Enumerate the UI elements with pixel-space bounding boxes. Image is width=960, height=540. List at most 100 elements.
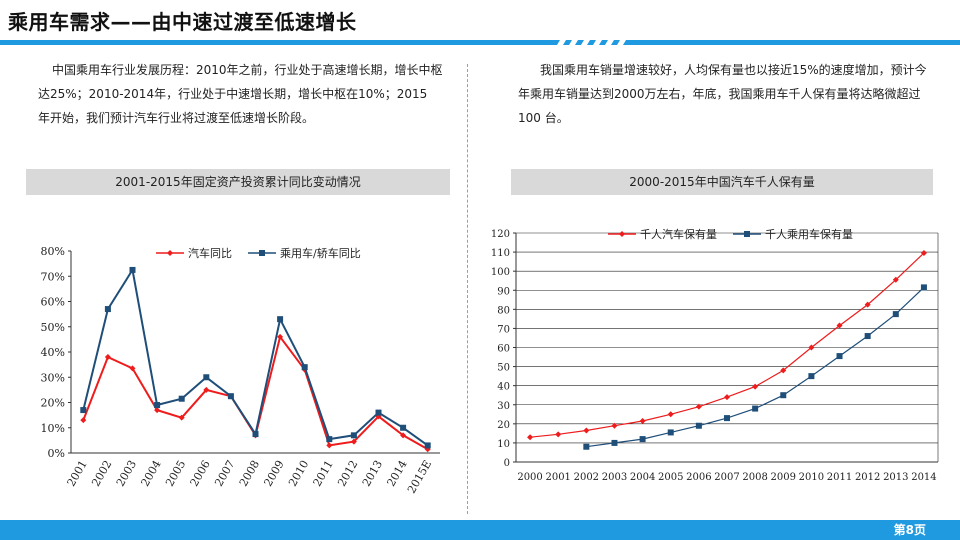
data-point [639, 436, 646, 443]
data-point [154, 407, 161, 414]
y-tick-label: 0% [48, 447, 65, 460]
data-point [277, 316, 284, 323]
y-tick-label: 60 [497, 344, 510, 355]
x-tick-label: 2000 [517, 472, 542, 483]
data-point [667, 411, 674, 418]
data-point [203, 374, 210, 381]
data-point [129, 266, 136, 273]
data-point [350, 438, 357, 445]
legend-marker [259, 250, 265, 256]
slide-title: 乘用车需求——由中速过渡至低速增长 [8, 10, 357, 34]
y-tick-label: 30% [41, 371, 65, 384]
data-point [920, 284, 927, 291]
data-point [920, 250, 927, 257]
x-tick-label: 2011 [827, 472, 852, 483]
x-tick-label: 2011 [311, 458, 336, 489]
y-tick-label: 70% [41, 270, 65, 283]
data-point [104, 306, 111, 313]
legend-marker [167, 250, 173, 256]
car-ownership-chart: 0 10 20 30 40 50 60 70 80 90 100 110 120 2000 2001 2002… [491, 227, 939, 483]
intro-paragraph-right: 我国乘用车销量增速较好，人均保有量也以接近15%的速度增加，预计今年乘用车销量达… [518, 63, 927, 125]
data-point [400, 432, 407, 439]
data-point [724, 415, 730, 422]
y-tick-label: 20% [41, 397, 65, 410]
data-point [400, 424, 407, 431]
data-point [724, 394, 730, 401]
page-number: 第8页 [893, 523, 926, 537]
x-tick-label: 2010 [799, 472, 824, 483]
x-tick-label: 2012 [335, 458, 360, 489]
x-tick-label: 2010 [286, 458, 311, 489]
legend-marker [619, 231, 625, 237]
data-point [892, 311, 899, 318]
x-tick-label: 2006 [188, 458, 213, 489]
data-point [583, 443, 590, 450]
y-tick-label: 20 [497, 420, 510, 431]
data-point [808, 373, 815, 380]
x-tick-label: 2002 [89, 458, 114, 489]
legend-label: 乘用车/轿车同比 [280, 246, 361, 260]
data-point [752, 383, 759, 390]
data-point [527, 434, 534, 441]
data-point [129, 365, 136, 372]
data-point [780, 367, 787, 374]
data-point [808, 344, 815, 351]
data-point [583, 427, 590, 434]
footer-bar [0, 520, 960, 540]
x-tick-label: 2001 [545, 472, 570, 483]
data-point [203, 386, 210, 393]
data-point [892, 276, 899, 283]
y-tick-label: 70 [497, 324, 510, 335]
caption-right-chart: 2000-2015年中国汽车千人保有量 [511, 169, 933, 195]
data-point [301, 364, 308, 371]
data-point [104, 354, 111, 361]
y-tick-label: 0 [504, 458, 510, 469]
y-tick-label: 40 [497, 382, 510, 393]
legend-label: 千人汽车保有量 [640, 227, 717, 241]
intro-paragraph-left: 中国乘用车行业发展历程：2010年之前，行业处于高速增长期，增长中枢达25%；2… [38, 63, 443, 125]
series-line [530, 252, 925, 438]
x-tick-label: 2006 [686, 472, 711, 483]
x-tick-label: 2009 [261, 458, 286, 489]
y-tick-label: 50% [41, 321, 65, 334]
x-tick-label: 2003 [602, 472, 627, 483]
data-point [695, 403, 702, 410]
data-point [375, 409, 382, 416]
x-tick-label: 2015E [405, 458, 434, 496]
data-point [80, 407, 87, 414]
x-tick-label: 2008 [237, 458, 262, 489]
data-point [555, 431, 562, 438]
data-point [667, 429, 674, 436]
column-divider [467, 64, 468, 514]
legend-marker [744, 231, 750, 237]
data-point [752, 405, 759, 412]
legend-label: 汽车同比 [188, 246, 232, 260]
data-point [178, 395, 185, 402]
x-tick-label: 2005 [658, 472, 683, 483]
data-point [611, 439, 618, 446]
data-point [326, 436, 333, 443]
data-point [864, 301, 871, 308]
y-tick-label: 10% [41, 422, 65, 435]
data-point [836, 353, 843, 360]
x-tick-label: 2007 [212, 458, 237, 489]
x-tick-label: 2007 [714, 472, 739, 483]
y-tick-label: 80% [41, 245, 65, 258]
data-point [780, 392, 787, 399]
data-point [178, 414, 185, 421]
y-tick-label: 110 [491, 248, 510, 259]
y-tick-label: 80 [497, 305, 510, 316]
y-tick-label: 100 [491, 267, 510, 278]
x-tick-label: 2004 [138, 458, 163, 489]
data-point [611, 422, 618, 429]
data-point [350, 432, 357, 439]
data-point [227, 393, 234, 400]
data-point [252, 431, 259, 438]
y-tick-label: 60% [41, 296, 65, 309]
x-tick-label: 2014 [911, 472, 936, 483]
x-tick-label: 2001 [65, 458, 90, 489]
data-point [864, 333, 871, 340]
data-point [639, 417, 646, 424]
data-point [424, 442, 431, 449]
data-point [836, 322, 843, 329]
